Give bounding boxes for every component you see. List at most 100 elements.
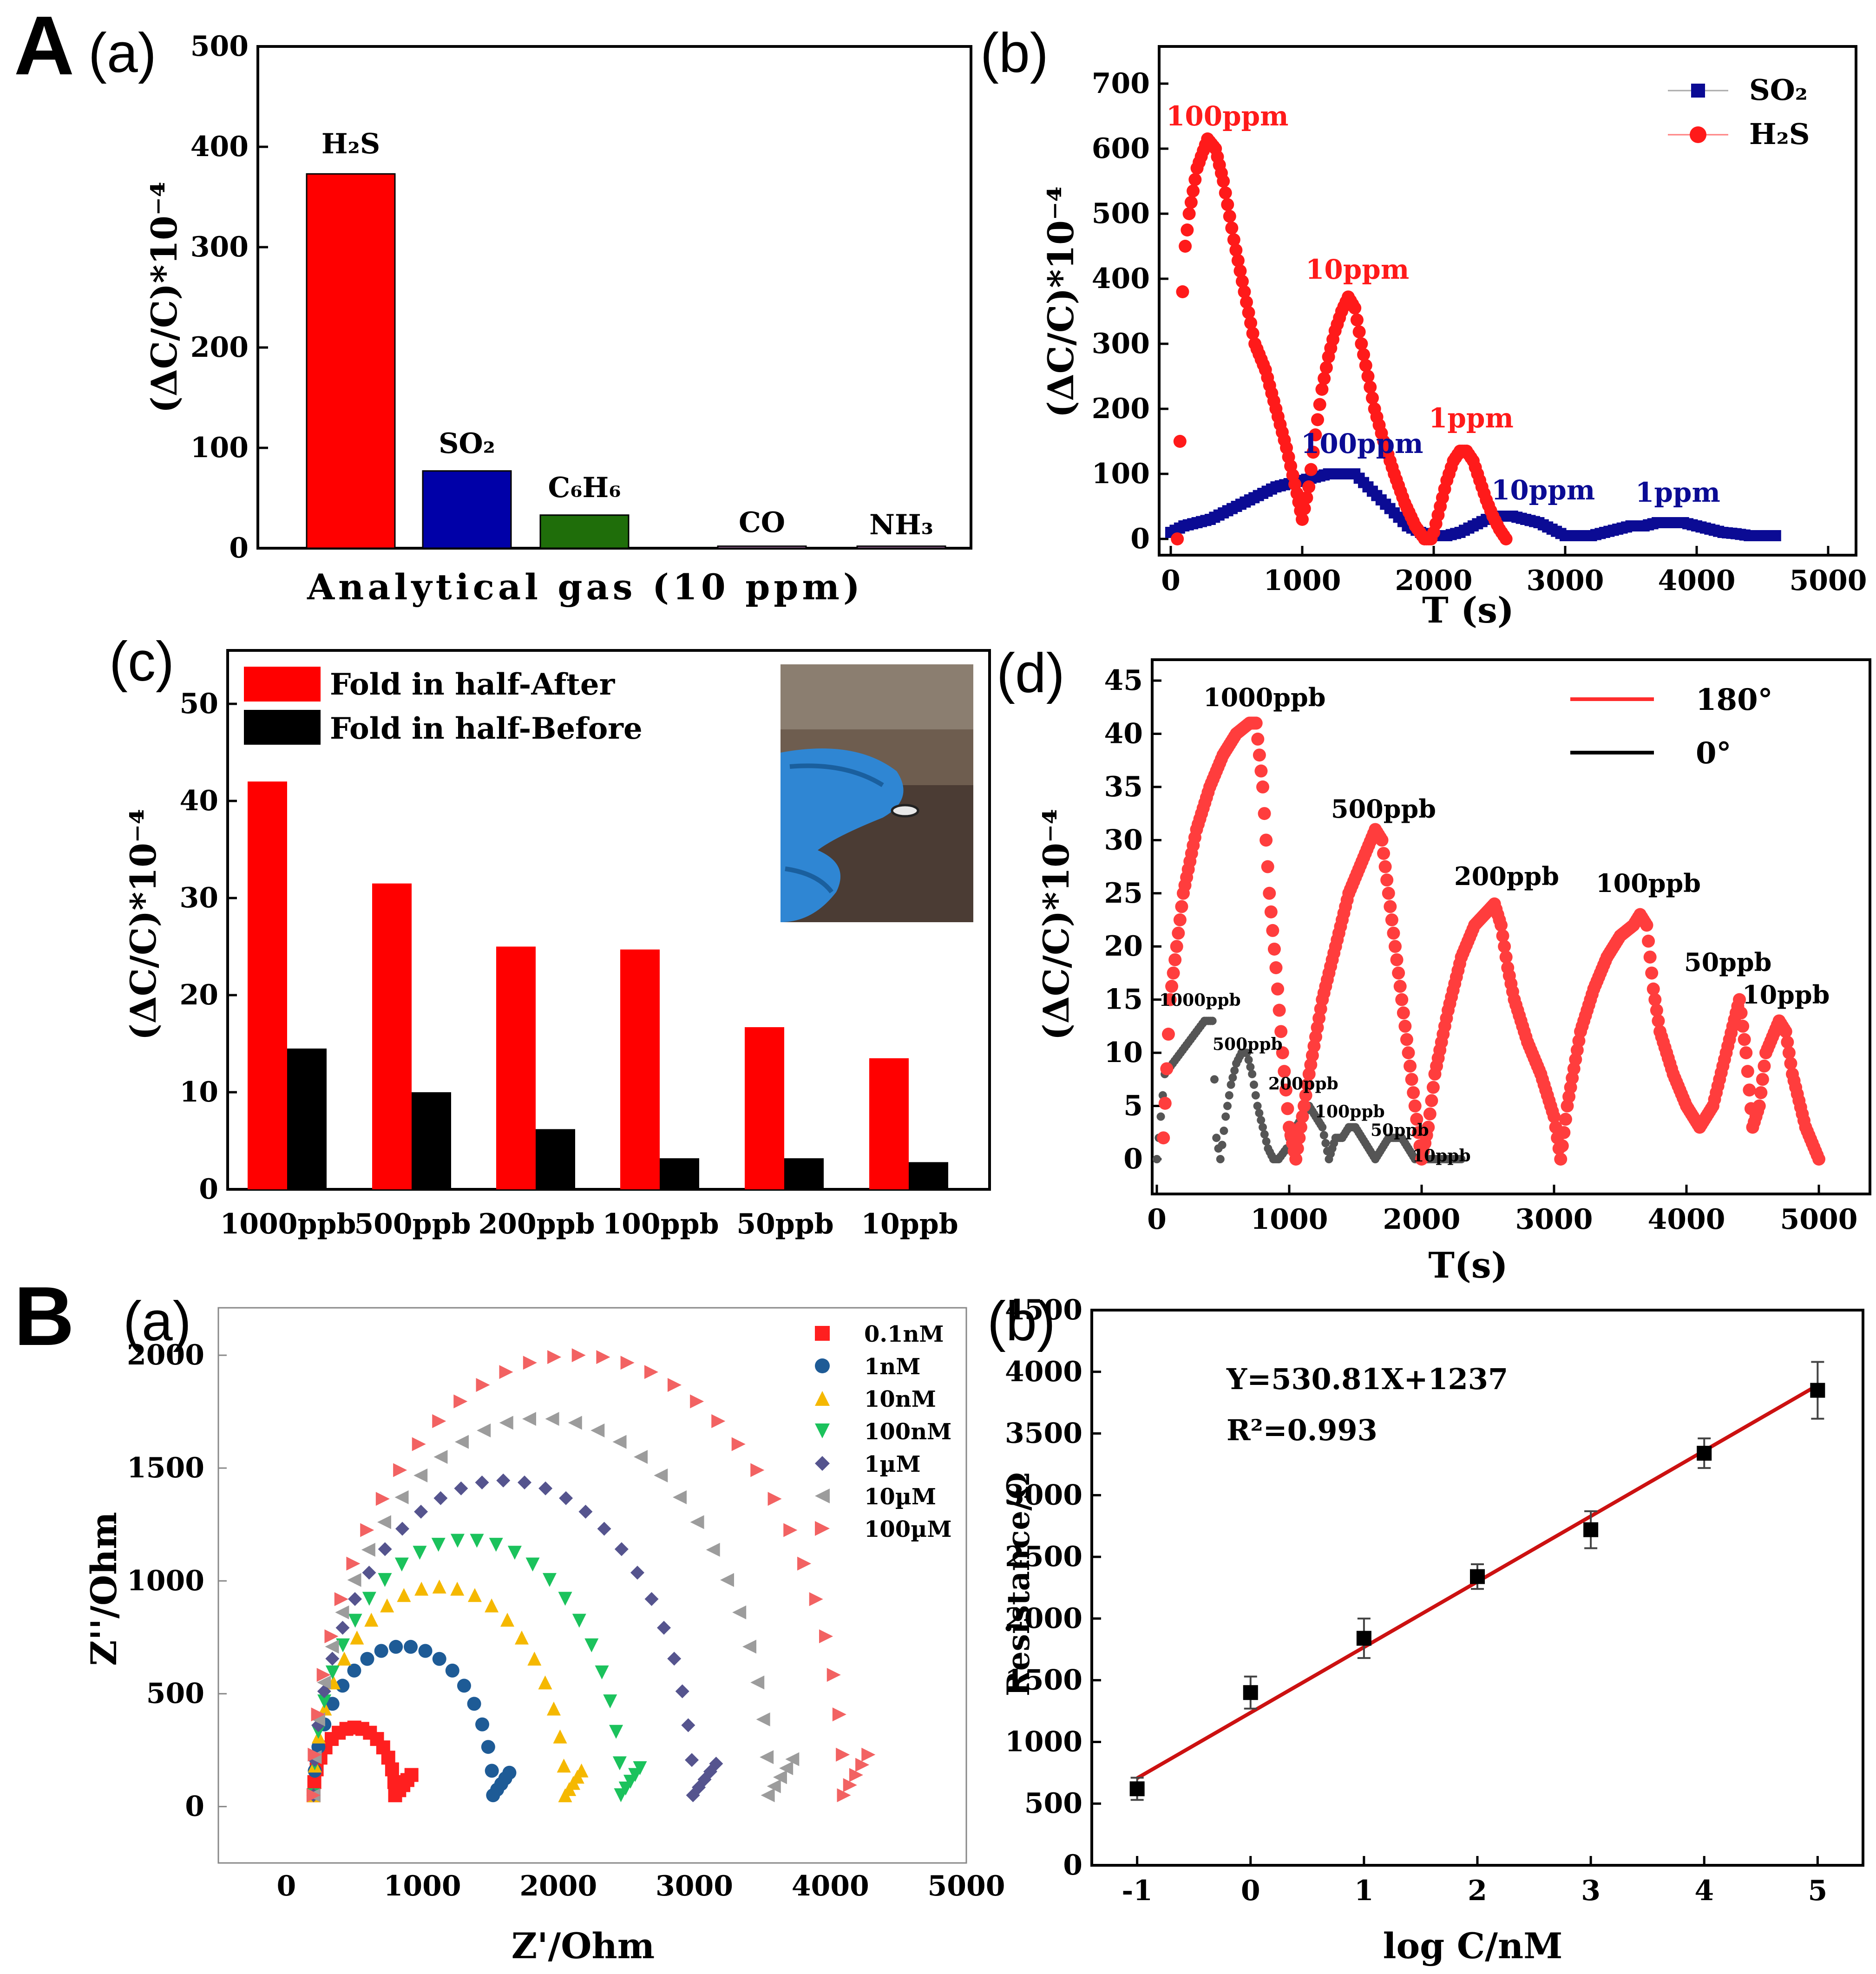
h2s-point [1227, 233, 1240, 246]
fold-180-point [1752, 1099, 1766, 1113]
annotation-7: 1000ppb [1159, 990, 1241, 1010]
nyquist-point [525, 1557, 540, 1572]
bar-3 [539, 514, 630, 549]
panel-b-a-ytick-label: 1500 [127, 1452, 204, 1484]
fold-180-point [1422, 1121, 1435, 1134]
nyquist-point [346, 1556, 361, 1571]
bar-label-3: C₆H₆ [548, 472, 621, 504]
legend-marker-6 [815, 1489, 830, 1503]
annotation-3: 1ppm [1429, 402, 1514, 434]
annotation-2: 10ppm [1305, 254, 1409, 285]
nyquist-tail-point [785, 1752, 800, 1766]
fold-180-point [1812, 1153, 1825, 1166]
data-point [1583, 1522, 1599, 1537]
bar-5 [856, 545, 946, 549]
nyquist-point [432, 1652, 446, 1666]
category-label-4: 100ppb [602, 1208, 719, 1240]
panel-b-a-ytick-label: 2000 [127, 1339, 204, 1371]
fold-180-point [1407, 1086, 1420, 1099]
fold-180-point [1425, 1094, 1438, 1108]
fold-180-point [1168, 953, 1182, 966]
panel-a-b-ytick-label: 100 [1092, 458, 1150, 490]
fold-180-point [1378, 860, 1392, 873]
nyquist-point [308, 1747, 322, 1762]
nyquist-point [450, 1534, 465, 1548]
nyquist-point [711, 1414, 726, 1429]
h2s-point [1233, 264, 1247, 278]
nyquist-point [612, 1435, 627, 1449]
nyquist-point [732, 1605, 747, 1620]
h2s-point [1364, 380, 1377, 394]
legend-marker-2 [815, 1358, 830, 1373]
fold-180-point [1398, 1019, 1412, 1033]
data-point [1470, 1569, 1485, 1584]
nyquist-point [597, 1521, 611, 1536]
nyquist-point [596, 1350, 610, 1364]
nyquist-point [809, 1592, 823, 1607]
annotation-3: 200ppb [1454, 861, 1559, 891]
h2s-point [1176, 285, 1189, 298]
nyquist-point [467, 1588, 482, 1602]
legend-label-so2: SO₂ [1749, 73, 1808, 107]
nyquist-point [362, 1566, 376, 1580]
nyquist-tail-point [849, 1768, 863, 1782]
panel-a-b-ytick-label: 200 [1092, 393, 1150, 425]
fold-180-point [1389, 940, 1402, 953]
legend-marker-1 [815, 1326, 830, 1341]
panel-a-b-ytick-label: 0 [1130, 523, 1150, 555]
nyquist-point [360, 1652, 374, 1666]
panel-b-a-ylabel: Z''/Ohm [83, 1512, 125, 1666]
panel-a-a-ytick-label: 400 [190, 131, 249, 163]
panel-a-d-ytick-label: 25 [1104, 877, 1143, 910]
nyquist-point [362, 1592, 376, 1606]
annotation-2: 500ppb [1331, 794, 1436, 824]
legend-label-6: 10µM [864, 1484, 936, 1510]
nyquist-point [489, 1538, 503, 1552]
h2s-point [1361, 370, 1375, 383]
fold-180-point [1175, 900, 1188, 913]
data-point [1243, 1685, 1258, 1700]
h2s-point [1223, 210, 1236, 223]
bar-after-6 [869, 1058, 909, 1189]
panel-a-b-frame [1158, 45, 1857, 557]
legend-label-1: 0.1nM [864, 1321, 944, 1347]
nyquist-point [453, 1394, 468, 1409]
h2s-point [1352, 325, 1366, 339]
section-b-label: B [14, 1270, 74, 1363]
panel-a-a-ylabel: (ΔC/C)*10⁻⁴ [144, 182, 185, 413]
fold-180-point [1400, 1033, 1413, 1046]
panel-a-b-xtick-label: 0 [1161, 564, 1181, 597]
legend-marker-7 [815, 1521, 830, 1536]
nyquist-point [325, 1652, 340, 1666]
fold-180-point [1754, 1086, 1768, 1099]
panel-a-c-ytick-label: 30 [180, 882, 219, 914]
nyquist-point [413, 1468, 428, 1482]
nyquist-point [325, 1665, 340, 1679]
category-label-6: 10ppb [861, 1208, 958, 1240]
fold-180-point [1264, 905, 1278, 918]
panel-b-b: (b) log C/nM Resistance/Ω Y=530.81X+1237… [987, 1290, 1864, 1967]
panel-b-a-frame [217, 1307, 967, 1864]
nyquist-tail-point [502, 1765, 517, 1780]
nyquist-point [760, 1750, 774, 1764]
nyquist-point [538, 1481, 553, 1495]
fold-180-point [1645, 966, 1659, 980]
panel-a-b-xlabel: T (s) [1422, 590, 1514, 631]
nyquist-point [568, 1416, 582, 1430]
fold-180-point [1642, 934, 1655, 948]
zero-degree-point [1318, 1123, 1327, 1132]
panel-a-d-xlabel: T(s) [1428, 1245, 1508, 1286]
panel-a-a-xlabel: Analytical gas (10 ppm) [307, 566, 864, 608]
zero-degree-point [1257, 1116, 1266, 1125]
h2s-point [1359, 359, 1372, 372]
zero-degree-point [1255, 1108, 1264, 1117]
nyquist-point [590, 1423, 605, 1438]
nyquist-point [545, 1412, 559, 1426]
panel-a-d: (d) T(s) (ΔC/C)*10⁻⁴ 180° 0° 0 5 10 15 20 25 3… [997, 642, 1871, 1286]
fold-180-point [1756, 1073, 1769, 1086]
nyquist-point [500, 1613, 515, 1627]
nyquist-point [432, 1414, 446, 1429]
zero-degree-point [1321, 1139, 1330, 1148]
fold-180-point [1738, 1033, 1751, 1046]
fold-180-point [1172, 926, 1185, 940]
